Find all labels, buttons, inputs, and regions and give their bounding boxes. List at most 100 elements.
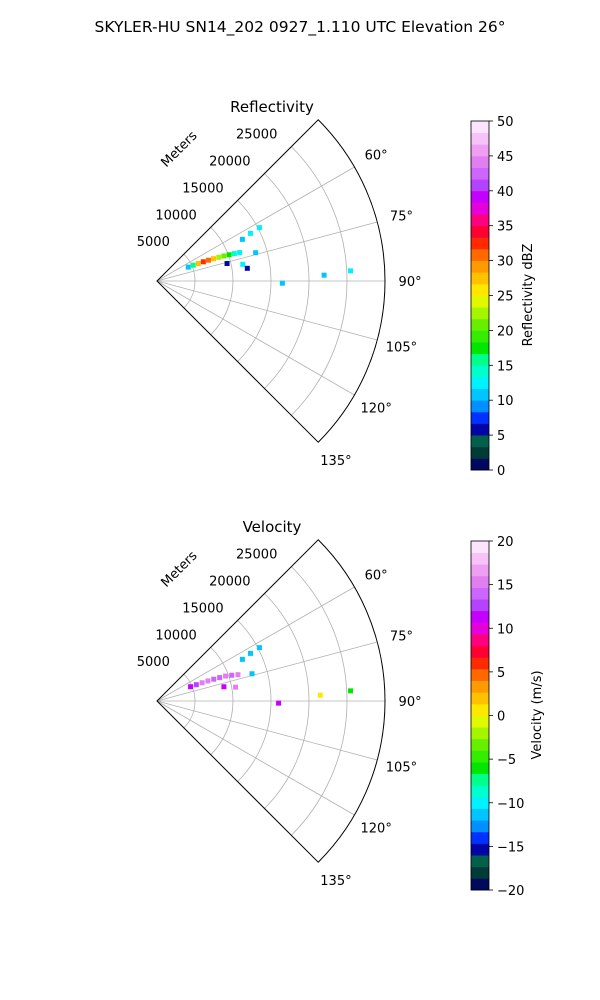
colorbar-swatch	[471, 587, 489, 600]
range-ring	[264, 593, 310, 809]
colorbar-swatch	[471, 283, 489, 296]
reflectivity-sector-frame	[156, 119, 386, 443]
reflectivity-echo-point	[211, 256, 217, 262]
velocity-range-axis-label: Meters	[159, 548, 201, 590]
colorbar-swatch	[471, 248, 489, 261]
colorbar-swatch	[471, 179, 489, 192]
colorbar-swatch	[471, 773, 489, 786]
colorbar-swatch	[471, 866, 489, 879]
velocity-echo-point	[188, 684, 194, 690]
range-ring	[183, 673, 196, 729]
colorbar-tick-label: 10	[497, 622, 514, 637]
figure-suptitle: SKYLER-HU SN14_202 0927_1.110 UTC Elevat…	[95, 18, 506, 37]
colorbar-swatch	[471, 295, 489, 308]
reflectivity-echo-point	[221, 253, 227, 259]
azimuth-tick-label: 105°	[386, 341, 417, 356]
colorbar-swatch	[471, 645, 489, 658]
velocity-echo-point	[205, 678, 211, 684]
velocity-echo-point	[235, 672, 241, 678]
colorbar-tick-label: 15	[497, 359, 514, 374]
colorbar-swatch	[471, 272, 489, 285]
azimuth-tick-label: 75°	[390, 209, 413, 224]
velocity-echo-point	[199, 680, 205, 686]
reflectivity-echo-point	[253, 250, 259, 256]
colorbar-swatch	[471, 855, 489, 868]
colorbar-tick-label: 5	[497, 429, 505, 444]
colorbar-swatch	[471, 365, 489, 378]
colorbar-swatch	[471, 575, 489, 588]
colorbar-swatch	[471, 121, 489, 134]
azimuth-tick-label: 60°	[365, 148, 388, 163]
colorbar-tick-label: 10	[497, 394, 514, 409]
colorbar-swatch	[471, 214, 489, 227]
range-tick-label: 20000	[209, 155, 250, 170]
colorbar-swatch	[471, 634, 489, 647]
colorbar-tick-label: −5	[497, 753, 516, 768]
colorbar-tick-label: −15	[497, 840, 524, 855]
velocity-echo-point	[276, 700, 282, 706]
colorbar-swatch	[471, 144, 489, 157]
reflectivity-echo-point	[348, 268, 354, 274]
colorbar-swatch	[471, 155, 489, 168]
colorbar-swatch	[471, 796, 489, 809]
colorbar-tick-label: 50	[497, 115, 514, 130]
colorbar-tick-label: 35	[497, 220, 514, 235]
reflectivity-range-axis-label: Meters	[159, 128, 201, 170]
azimuth-tick-label: 60°	[365, 568, 388, 583]
colorbar-tick-label: 20	[497, 535, 514, 550]
reflectivity-echo-point	[247, 230, 253, 236]
azimuth-tick-label: 75°	[390, 629, 413, 644]
colorbar-tick-label: 25	[497, 290, 514, 305]
reflectivity-echo-point	[240, 261, 246, 267]
colorbar-swatch	[471, 202, 489, 215]
colorbar-swatch	[471, 458, 489, 471]
colorbar-swatch	[471, 750, 489, 763]
velocity-echo-point	[256, 645, 262, 651]
velocity-echo-point	[217, 675, 223, 681]
colorbar-tick-label: 0	[497, 710, 505, 725]
velocity-polar-plot: 5000 10000 15000 20000 25000 60° 75° 90° 105° 120…	[137, 539, 422, 889]
colorbar-tick-label: −20	[497, 884, 524, 899]
azimuth-tick-label: 90°	[399, 695, 422, 710]
colorbar-swatch	[471, 808, 489, 821]
colorbar-swatch	[471, 785, 489, 798]
colorbar-swatch	[471, 762, 489, 775]
colorbar-swatch	[471, 376, 489, 389]
colorbar-swatch	[471, 843, 489, 856]
range-ring	[291, 566, 348, 836]
reflectivity-panel: Reflectivity 5000 10000 15000 20000 25000 60°…	[137, 98, 536, 479]
colorbar-swatch	[471, 318, 489, 331]
colorbar-tick-label: 5	[497, 666, 505, 681]
velocity-echo-point	[221, 684, 227, 690]
colorbar-swatch	[471, 225, 489, 238]
reflectivity-echo-point	[226, 252, 232, 258]
velocity-colorbar: −20 −15 −10 −5 0 5 10 15 20	[470, 535, 524, 899]
reflectivity-echo-point	[231, 251, 237, 257]
colorbar-swatch	[471, 738, 489, 751]
velocity-echo-point	[239, 656, 245, 662]
colorbar-swatch	[471, 237, 489, 250]
colorbar-swatch	[471, 541, 489, 554]
colorbar-tick-label: 45	[497, 150, 514, 165]
colorbar-swatch	[471, 400, 489, 413]
colorbar-swatch	[471, 703, 489, 716]
colorbar-swatch	[471, 330, 489, 343]
colorbar-swatch	[471, 423, 489, 436]
range-ring	[237, 620, 272, 782]
colorbar-swatch	[471, 820, 489, 833]
colorbar-swatch	[471, 668, 489, 681]
colorbar-swatch	[471, 411, 489, 424]
range-ring	[210, 646, 234, 756]
reflectivity-echo-point	[321, 272, 327, 278]
velocity-echo-point	[223, 673, 229, 679]
velocity-echo-point	[247, 650, 253, 656]
velocity-echo-point	[211, 676, 217, 682]
azimuth-tick-label: 120°	[361, 402, 392, 417]
colorbar-swatch	[471, 552, 489, 565]
colorbar-swatch	[471, 167, 489, 180]
colorbar-swatch	[471, 610, 489, 623]
range-tick-label: 5000	[137, 235, 170, 250]
colorbar-tick-label: 0	[497, 464, 505, 479]
colorbar-swatch	[471, 260, 489, 273]
